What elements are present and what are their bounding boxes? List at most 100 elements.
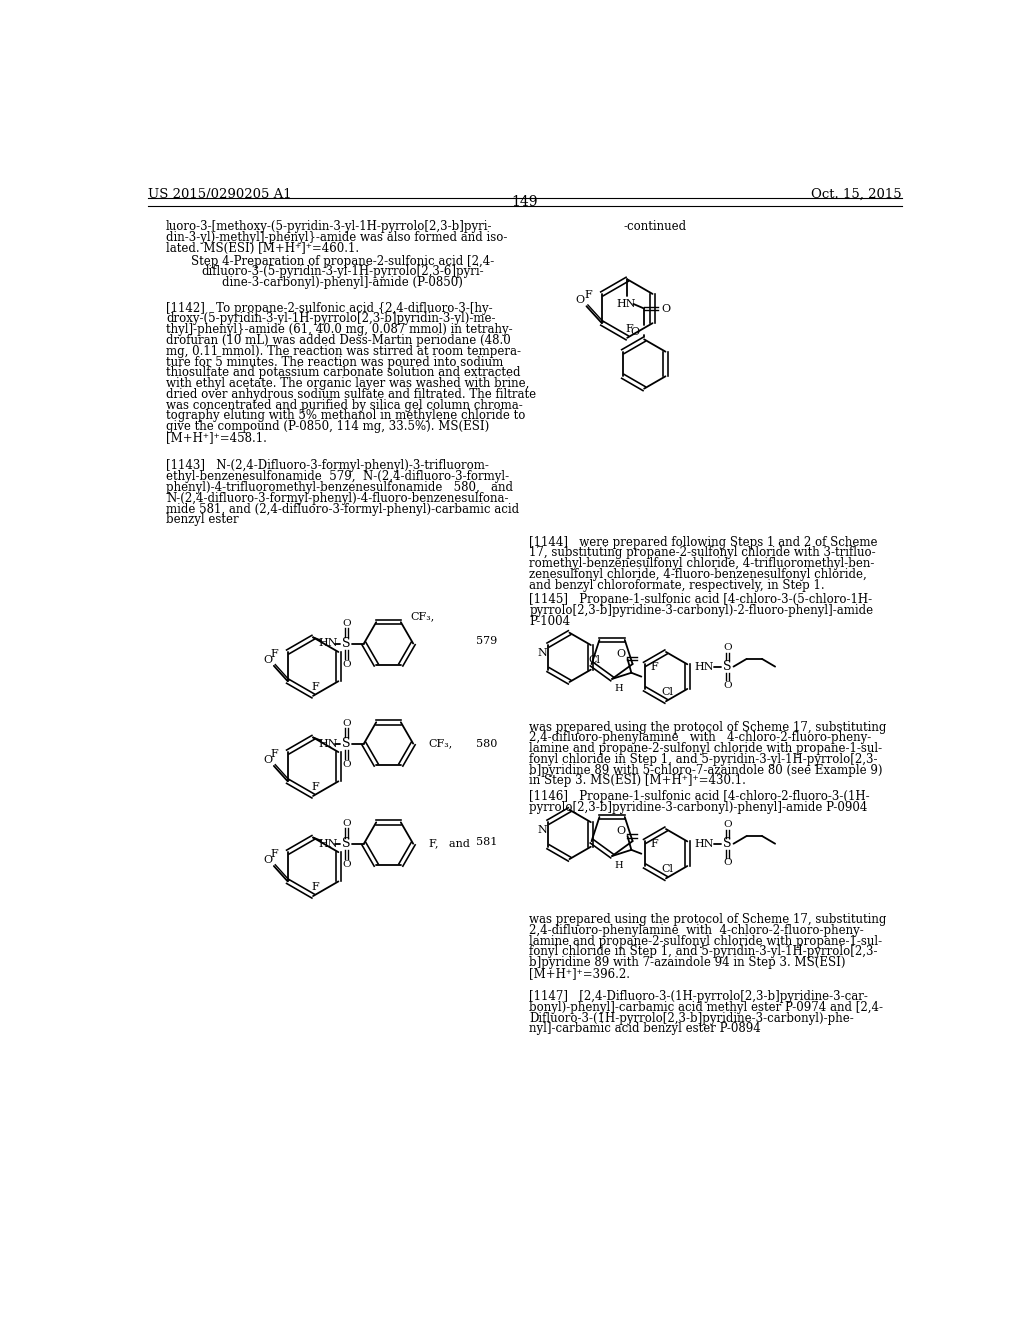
Text: F,   and: F, and (429, 838, 469, 849)
Text: F: F (311, 681, 319, 692)
Text: P-1004: P-1004 (529, 615, 570, 628)
Text: droxy-(5-pyridin-3-yl-1H-pyrrolo[2,3-b]pyridin-3-yl)-me-: droxy-(5-pyridin-3-yl-1H-pyrrolo[2,3-b]p… (166, 313, 496, 326)
Text: 581: 581 (475, 837, 497, 847)
Text: F: F (650, 840, 657, 850)
Text: F: F (270, 748, 278, 759)
Text: N: N (537, 648, 547, 657)
Text: ethyl-benzenesulfonamide  579,  N-(2,4-difluoro-3-formyl-: ethyl-benzenesulfonamide 579, N-(2,4-dif… (166, 470, 509, 483)
Text: S: S (723, 837, 731, 850)
Text: b]pyridine 89 with 5-chloro-7-azaindole 80 (see Example 9): b]pyridine 89 with 5-chloro-7-azaindole … (529, 763, 883, 776)
Text: F: F (311, 882, 319, 892)
Text: CF₃,: CF₃, (429, 739, 453, 748)
Text: O: O (724, 858, 732, 867)
Text: pyrrolo[2,3-b]pyridine-3-carbonyl)-2-fluoro-phenyl]-amide: pyrrolo[2,3-b]pyridine-3-carbonyl)-2-flu… (529, 605, 873, 618)
Text: zenesulfonyl chloride, 4-fluoro-benzenesulfonyl chloride,: zenesulfonyl chloride, 4-fluoro-benzenes… (529, 568, 867, 581)
Text: HN: HN (318, 838, 338, 849)
Text: O: O (343, 719, 351, 729)
Text: give the compound (P-0850, 114 mg, 33.5%). MS(ESI): give the compound (P-0850, 114 mg, 33.5%… (166, 420, 489, 433)
Text: [1144]   were prepared following Steps 1 and 2 of Scheme: [1144] were prepared following Steps 1 a… (529, 536, 878, 549)
Text: fonyl chloride in Step 1, and 5-pyridin-3-yl-1H-pyrrolo[2,3-: fonyl chloride in Step 1, and 5-pyridin-… (529, 752, 878, 766)
Text: in Step 3. MS(ESI) [M+H⁺]⁺=430.1.: in Step 3. MS(ESI) [M+H⁺]⁺=430.1. (529, 775, 746, 788)
Text: 579: 579 (476, 636, 497, 647)
Text: 2,4-difluoro-phenylamine   with   4-chloro-2-fluoro-pheny-: 2,4-difluoro-phenylamine with 4-chloro-2… (529, 731, 871, 744)
Text: F: F (626, 323, 634, 334)
Text: mg, 0.11 mmol). The reaction was stirred at room tempera-: mg, 0.11 mmol). The reaction was stirred… (166, 345, 521, 358)
Text: [1145]   Propane-1-sulfonic acid [4-chloro-3-(5-chloro-1H-: [1145] Propane-1-sulfonic acid [4-chloro… (529, 594, 872, 606)
Text: was concentrated and purified by silica gel column chroma-: was concentrated and purified by silica … (166, 399, 522, 412)
Text: O: O (263, 755, 272, 764)
Text: 17, substituting propane-2-sulfonyl chloride with 3-trifluo-: 17, substituting propane-2-sulfonyl chlo… (529, 546, 877, 560)
Text: H: H (614, 861, 623, 870)
Text: HN: HN (694, 838, 714, 849)
Text: Difluoro-3-(1H-pyrrolo[2,3-b]pyridine-3-carbonyl)-phe-: Difluoro-3-(1H-pyrrolo[2,3-b]pyridine-3-… (529, 1011, 854, 1024)
Text: benzyl ester: benzyl ester (166, 513, 239, 527)
Text: O: O (263, 655, 272, 665)
Text: lamine and propane-2-sulfonyl chloride with propane-1-sul-: lamine and propane-2-sulfonyl chloride w… (529, 935, 883, 948)
Text: luoro-3-[methoxy-(5-pyridin-3-yl-1H-pyrrolo[2,3-b]pyri-: luoro-3-[methoxy-(5-pyridin-3-yl-1H-pyrr… (166, 220, 493, 234)
Text: N: N (537, 825, 547, 834)
Text: O: O (616, 649, 626, 659)
Text: phenyl)-4-trifluoromethyl-benzenesulfonamide   580,   and: phenyl)-4-trifluoromethyl-benzenesulfona… (166, 480, 513, 494)
Text: HN: HN (318, 739, 338, 748)
Text: N-(2,4-difluoro-3-formyl-phenyl)-4-fluoro-benzenesulfona-: N-(2,4-difluoro-3-formyl-phenyl)-4-fluor… (166, 492, 509, 504)
Text: was prepared using the protocol of Scheme 17, substituting: was prepared using the protocol of Schem… (529, 913, 887, 927)
Text: O: O (662, 304, 671, 314)
Text: pyrrolo[2,3-b]pyridine-3-carbonyl)-phenyl]-amide P-0904: pyrrolo[2,3-b]pyridine-3-carbonyl)-pheny… (529, 800, 867, 813)
Text: CF₃,: CF₃, (410, 611, 434, 620)
Text: O: O (343, 619, 351, 628)
Text: O: O (724, 820, 732, 829)
Text: thyl]-phenyl}-amide (61, 40.0 mg, 0.087 mmol) in tetrahy-: thyl]-phenyl}-amide (61, 40.0 mg, 0.087 … (166, 323, 513, 337)
Text: romethyl-benzenesulfonyl chloride, 4-trifluoromethyl-ben-: romethyl-benzenesulfonyl chloride, 4-tri… (529, 557, 874, 570)
Text: thiosulfate and potassium carbonate solution and extracted: thiosulfate and potassium carbonate solu… (166, 367, 520, 379)
Text: HN: HN (694, 661, 714, 672)
Text: nyl]-carbamic acid benzyl ester P-0894: nyl]-carbamic acid benzyl ester P-0894 (529, 1022, 761, 1035)
Text: [1146]   Propane-1-sulfonic acid [4-chloro-2-fluoro-3-(1H-: [1146] Propane-1-sulfonic acid [4-chloro… (529, 789, 870, 803)
Text: b]pyridine 89 with 7-azaindole 94 in Step 3. MS(ESI): b]pyridine 89 with 7-azaindole 94 in Ste… (529, 956, 846, 969)
Text: [M+H⁺]⁺=396.2.: [M+H⁺]⁺=396.2. (529, 966, 631, 979)
Text: O: O (616, 826, 626, 837)
Text: O: O (724, 643, 732, 652)
Text: difluoro-3-(5-pyridin-3-yl-1H-pyrrolo[2,3-6]pyri-: difluoro-3-(5-pyridin-3-yl-1H-pyrrolo[2,… (201, 265, 483, 279)
Text: S: S (342, 737, 350, 750)
Text: Step 4-Preparation of propane-2-sulfonic acid [2,4-: Step 4-Preparation of propane-2-sulfonic… (190, 255, 494, 268)
Text: O: O (343, 861, 351, 869)
Text: lated. MS(ESI) [M+H⁺]⁺=460.1.: lated. MS(ESI) [M+H⁺]⁺=460.1. (166, 242, 359, 255)
Text: F: F (584, 290, 592, 301)
Text: [M+H⁺]⁺=458.1.: [M+H⁺]⁺=458.1. (166, 430, 267, 444)
Text: O: O (724, 681, 732, 690)
Text: O: O (263, 855, 272, 865)
Text: F: F (270, 849, 278, 859)
Text: O: O (575, 296, 585, 305)
Text: O: O (343, 660, 351, 669)
Text: S: S (342, 638, 350, 649)
Text: US 2015/0290205 A1: US 2015/0290205 A1 (147, 187, 291, 201)
Text: F: F (650, 663, 657, 672)
Text: dine-3-carbonyl)-phenyl]-amide (P-0850): dine-3-carbonyl)-phenyl]-amide (P-0850) (222, 276, 463, 289)
Text: fonyl chloride in Step 1, and 5-pyridin-3-yl-1H-pyrrolo[2,3-: fonyl chloride in Step 1, and 5-pyridin-… (529, 945, 878, 958)
Text: H: H (614, 684, 623, 693)
Text: Cl: Cl (662, 686, 674, 697)
Text: din-3-yl)-methyl]-phenyl}-amide was also formed and iso-: din-3-yl)-methyl]-phenyl}-amide was also… (166, 231, 507, 244)
Text: 2,4-difluoro-phenylamine  with  4-chloro-2-fluoro-pheny-: 2,4-difluoro-phenylamine with 4-chloro-2… (529, 924, 864, 937)
Text: tography eluting with 5% methanol in methylene chloride to: tography eluting with 5% methanol in met… (166, 409, 525, 422)
Text: F: F (270, 648, 278, 659)
Text: mide 581, and (2,4-difluoro-3-formyl-phenyl)-carbamic acid: mide 581, and (2,4-difluoro-3-formyl-phe… (166, 503, 519, 516)
Text: -continued: -continued (624, 220, 686, 234)
Text: with ethyl acetate. The organic layer was washed with brine,: with ethyl acetate. The organic layer wa… (166, 378, 529, 391)
Text: [1143]   N-(2,4-Difluoro-3-formyl-phenyl)-3-trifluorom-: [1143] N-(2,4-Difluoro-3-formyl-phenyl)-… (166, 459, 488, 473)
Text: S: S (342, 837, 350, 850)
Text: Cl: Cl (662, 865, 674, 874)
Text: and benzyl chloroformate, respectively, in Step 1.: and benzyl chloroformate, respectively, … (529, 579, 825, 591)
Text: HN: HN (318, 639, 338, 648)
Text: F: F (311, 781, 319, 792)
Text: [1147]   [2,4-Difluoro-3-(1H-pyrrolo[2,3-b]pyridine-3-car-: [1147] [2,4-Difluoro-3-(1H-pyrrolo[2,3-b… (529, 990, 868, 1003)
Text: [1142]   To propane-2-sulfonic acid {2,4-difluoro-3-[hy-: [1142] To propane-2-sulfonic acid {2,4-d… (166, 302, 493, 314)
Text: O: O (343, 820, 351, 828)
Text: lamine and propane-2-sulfonyl chloride with propane-1-sul-: lamine and propane-2-sulfonyl chloride w… (529, 742, 883, 755)
Text: S: S (723, 660, 731, 673)
Text: ture for 5 minutes. The reaction was poured into sodium: ture for 5 minutes. The reaction was pou… (166, 355, 503, 368)
Text: was prepared using the protocol of Scheme 17, substituting: was prepared using the protocol of Schem… (529, 721, 887, 734)
Text: Oct. 15, 2015: Oct. 15, 2015 (811, 187, 902, 201)
Text: O: O (343, 760, 351, 768)
Text: 580: 580 (475, 739, 497, 748)
